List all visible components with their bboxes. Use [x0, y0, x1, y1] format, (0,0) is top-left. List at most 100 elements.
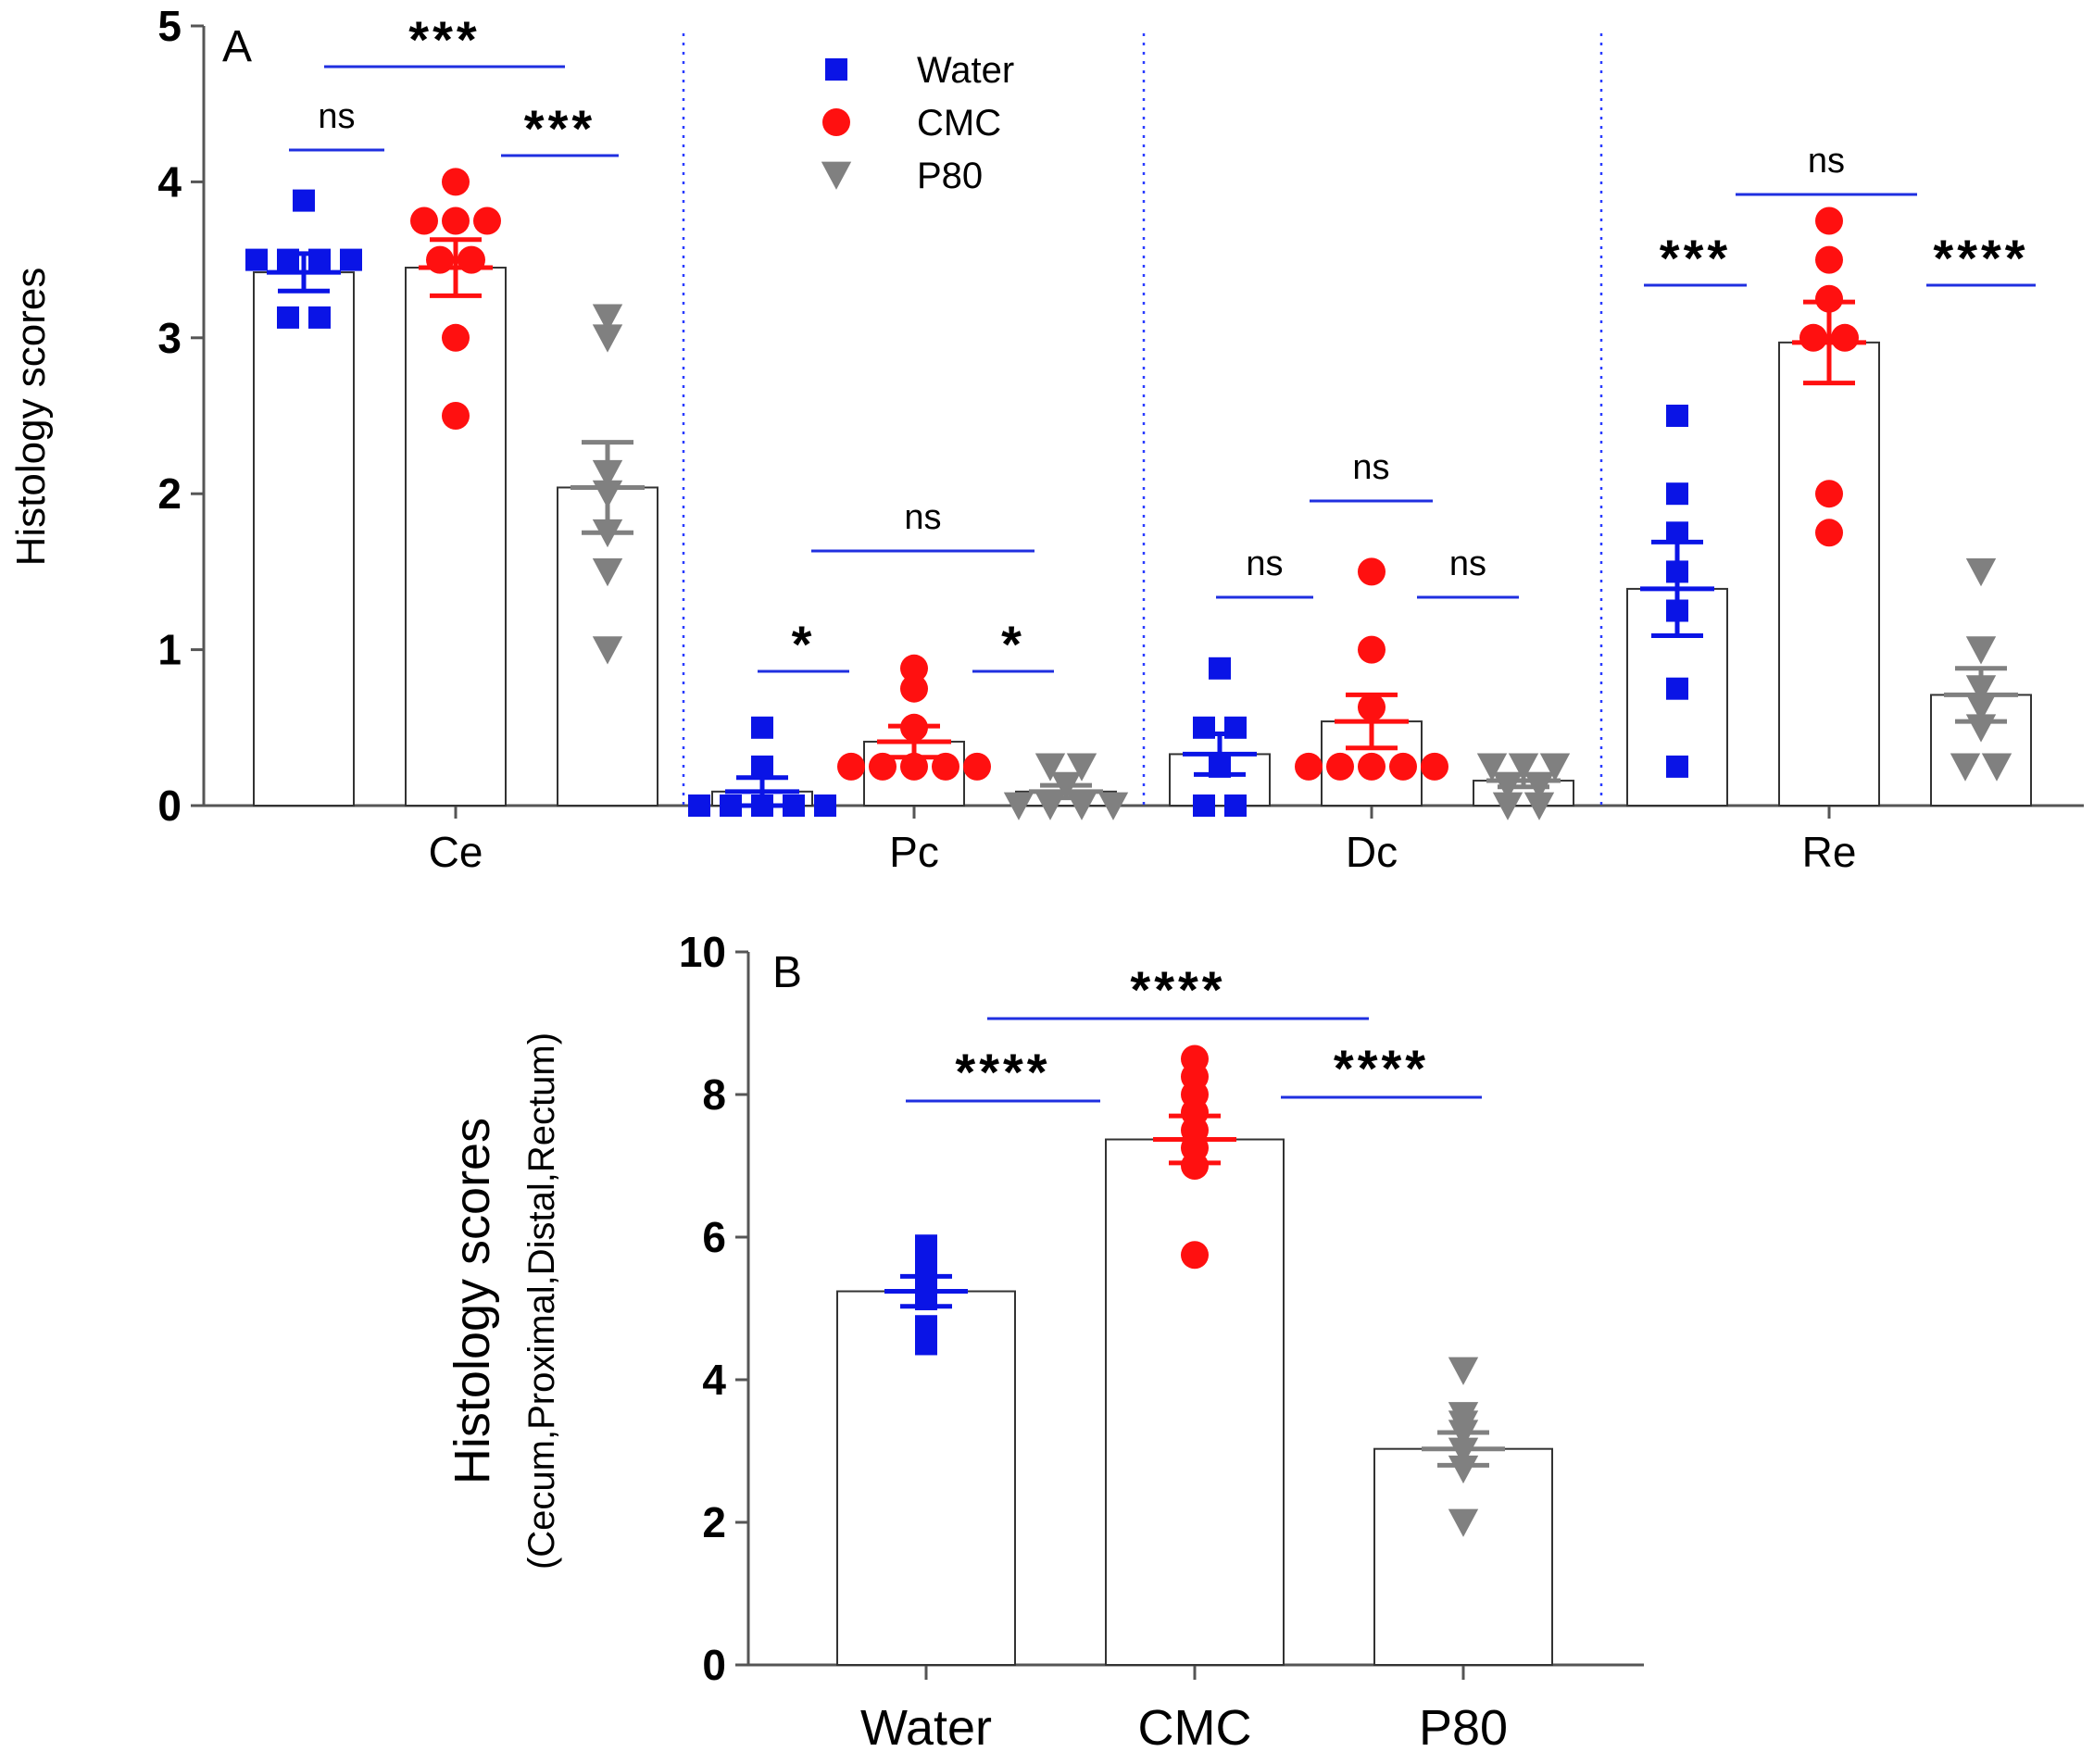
panel-a-significance-label: ns — [1246, 544, 1283, 583]
panel-a-data-point — [1523, 792, 1555, 820]
panel-a-significance-label: *** — [408, 10, 480, 69]
panel-a-data-point — [814, 794, 836, 817]
panel-a-significance-label: *** — [1660, 229, 1731, 287]
panel-a-data-point — [932, 752, 959, 781]
panel-a-significance-label: ns — [1352, 448, 1389, 487]
panel-a-data-point — [410, 206, 438, 235]
panel-a-data-point — [900, 654, 928, 682]
panel-b-data-point — [1181, 1152, 1209, 1180]
panel-a-data-point — [293, 189, 315, 212]
panel-b-y-tick-label: 8 — [702, 1070, 726, 1119]
panel-a-data-point — [1666, 482, 1688, 506]
panel-a-data-point — [1965, 558, 1997, 587]
legend-label: Water — [917, 50, 1014, 91]
panel-b-category-label: P80 — [1419, 1700, 1508, 1756]
panel-a-data-point — [1539, 753, 1571, 782]
panel-b-y-tick-label: 0 — [702, 1641, 726, 1689]
panel-a-y-axis-title: Histology scores — [8, 268, 54, 567]
panel-a-data-point — [1950, 753, 1981, 782]
panel-a-data-point — [1965, 636, 1997, 665]
panel-a-data-point — [1209, 657, 1231, 680]
panel-a-bar — [253, 271, 355, 807]
panel-a-y-tick-label: 0 — [157, 782, 182, 830]
panel-a-significance-label: * — [792, 615, 816, 673]
panel-a-data-point — [688, 794, 710, 817]
panel-a-data-point — [592, 324, 623, 353]
panel-b-y-tick-label: 2 — [702, 1498, 726, 1546]
legend: Water CMC P80 — [821, 50, 1014, 196]
panel-a-data-point — [1389, 752, 1417, 781]
panel-a-data-point — [1666, 677, 1688, 700]
panel-a-significance-label: * — [1001, 615, 1025, 673]
panel-b-bar — [1373, 1447, 1553, 1666]
panel-b-data-point — [1448, 1455, 1479, 1484]
panel-a-letter: A — [222, 22, 252, 71]
panel-a-data-point — [1358, 635, 1386, 664]
panel-a-significance-label: **** — [1933, 229, 2028, 287]
panel-a-data-point — [1295, 752, 1323, 781]
panel-a-data-point — [1815, 284, 1843, 313]
panel-a-data-point — [473, 206, 501, 235]
panel-a-data-point — [869, 752, 897, 781]
panel-a-data-point — [308, 306, 331, 329]
panel-a-data-point — [442, 402, 470, 430]
panel-a-data-point — [1799, 323, 1827, 352]
panel-a-data-point — [592, 558, 623, 587]
panel-a-data-point — [837, 752, 865, 781]
panel-a-data-point — [1097, 792, 1129, 820]
panel-a-data-point — [1193, 794, 1215, 817]
panel-a-significance-label: ns — [904, 498, 941, 537]
panel-a-data-point — [245, 248, 268, 271]
panel-a-data-point — [900, 752, 928, 781]
legend-marker — [821, 161, 852, 190]
panel-a-data-point — [1224, 794, 1247, 817]
panel-a-data-point — [1358, 557, 1386, 586]
panel-b-y-tick-label: 10 — [679, 928, 726, 976]
panel-b-category-label: CMC — [1138, 1700, 1252, 1756]
panel-a-data-point — [1815, 480, 1843, 508]
panel-a-data-point — [1421, 752, 1448, 781]
panel-a-significance-label: ns — [1449, 544, 1486, 583]
panel-b-significance-label: **** — [1334, 1039, 1429, 1097]
panel-b-data-point — [1448, 1508, 1479, 1537]
panel-b-data-point — [1181, 1241, 1209, 1270]
panel-a-data-point — [751, 716, 773, 739]
panel-a-data-point — [1034, 753, 1066, 782]
panel-a-data-point — [1003, 792, 1034, 820]
panel-a-data-point — [1815, 245, 1843, 274]
panel-b-category-label: Water — [860, 1700, 992, 1756]
panel-a-y-tick-label: 5 — [157, 2, 182, 50]
panel-a-data-point — [1066, 753, 1097, 782]
legend-label: P80 — [917, 156, 983, 196]
panel-a-data-point — [592, 304, 623, 332]
panel-b-y-axis-title: Histology scores — [445, 1118, 500, 1484]
panel-b: B Histology scores (Cecum,Proximal,Dista… — [445, 928, 1644, 1756]
panel-b-bar — [1105, 1138, 1285, 1666]
panel-b-significance-label: **** — [955, 1043, 1050, 1101]
panel-a-y-tick-label: 2 — [157, 469, 182, 518]
panel-a-y-tick-label: 4 — [157, 157, 182, 206]
panel-a-data-point — [1508, 753, 1539, 782]
panel-a-significance-label: ns — [1808, 142, 1845, 181]
panel-b-y-tick-label: 6 — [702, 1213, 726, 1261]
panel-a-data-point — [751, 755, 773, 778]
panel-a-data-point — [963, 752, 991, 781]
panel-a-significance-label: ns — [318, 97, 355, 136]
legend-marker — [825, 58, 847, 81]
panel-b-data-point — [915, 1332, 937, 1356]
panel-a-data-point — [1831, 323, 1859, 352]
panel-a-data-point — [1815, 519, 1843, 547]
legend-label: CMC — [917, 103, 1001, 144]
legend-marker — [822, 108, 850, 136]
panel-b-data-point — [1448, 1357, 1479, 1385]
panel-a-data-point — [442, 168, 470, 196]
panel-b-y-axis-subtitle: (Cecum,Proximal,Distal,Rectum) — [521, 1032, 562, 1570]
panel-a-category-label: Re — [1802, 828, 1857, 876]
panel-a-data-point — [442, 323, 470, 352]
panel-a-data-point — [1326, 752, 1354, 781]
panel-a-data-point — [1476, 753, 1508, 782]
panel-a-data-point — [1666, 405, 1688, 427]
panel-a-category-label: Pc — [889, 828, 939, 876]
panel-a-data-point — [1358, 752, 1386, 781]
